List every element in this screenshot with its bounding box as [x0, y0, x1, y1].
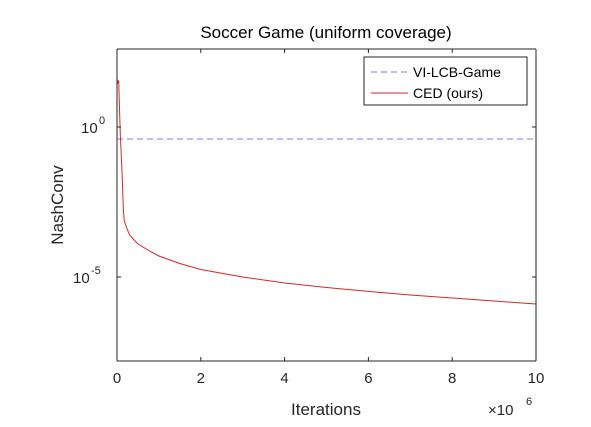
chart-title: Soccer Game (uniform coverage)	[200, 23, 451, 42]
legend-box	[363, 56, 528, 106]
x-tick-label: 6	[364, 370, 372, 387]
legend: VI-LCB-Game CED (ours)	[363, 56, 528, 106]
x-tick-label: 2	[197, 370, 205, 387]
legend-label-0: VI-LCB-Game	[413, 64, 501, 80]
x-tick-label: 0	[113, 370, 121, 387]
x-scale-note: ×10 6	[488, 396, 532, 419]
y-tick-label-exp: -5	[91, 265, 101, 277]
y-tick-label-exp: 0	[99, 115, 105, 127]
x-scale-multiplier: ×10	[488, 402, 513, 419]
y-tick-label-base: 10	[81, 120, 98, 137]
x-tick-label: 10	[528, 370, 545, 387]
y-axis-label: NashConv	[48, 165, 67, 245]
x-tick-label: 4	[280, 370, 288, 387]
x-scale-exponent: 6	[526, 396, 532, 408]
y-axis-ticks: 10 010 -5	[73, 115, 536, 287]
x-axis-label: Iterations	[291, 400, 361, 419]
y-tick-label-base: 10	[73, 270, 90, 287]
legend-label-1: CED (ours)	[413, 85, 483, 101]
x-tick-label: 8	[448, 370, 456, 387]
